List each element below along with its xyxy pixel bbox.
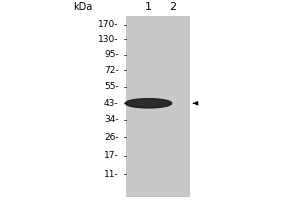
Text: 1: 1 bbox=[145, 2, 152, 12]
Text: 11-: 11- bbox=[104, 170, 119, 179]
Text: 17-: 17- bbox=[104, 151, 119, 160]
Text: 43-: 43- bbox=[104, 99, 118, 108]
Text: 130-: 130- bbox=[98, 35, 119, 44]
Text: 95-: 95- bbox=[104, 50, 119, 59]
Text: 170-: 170- bbox=[98, 20, 119, 29]
Text: 26-: 26- bbox=[104, 133, 118, 142]
FancyBboxPatch shape bbox=[126, 16, 189, 196]
Text: kDa: kDa bbox=[73, 2, 92, 12]
Text: 2: 2 bbox=[169, 2, 176, 12]
Text: 55-: 55- bbox=[104, 82, 119, 91]
Ellipse shape bbox=[125, 99, 172, 108]
Text: 72-: 72- bbox=[104, 66, 118, 75]
Text: 34-: 34- bbox=[104, 115, 118, 124]
